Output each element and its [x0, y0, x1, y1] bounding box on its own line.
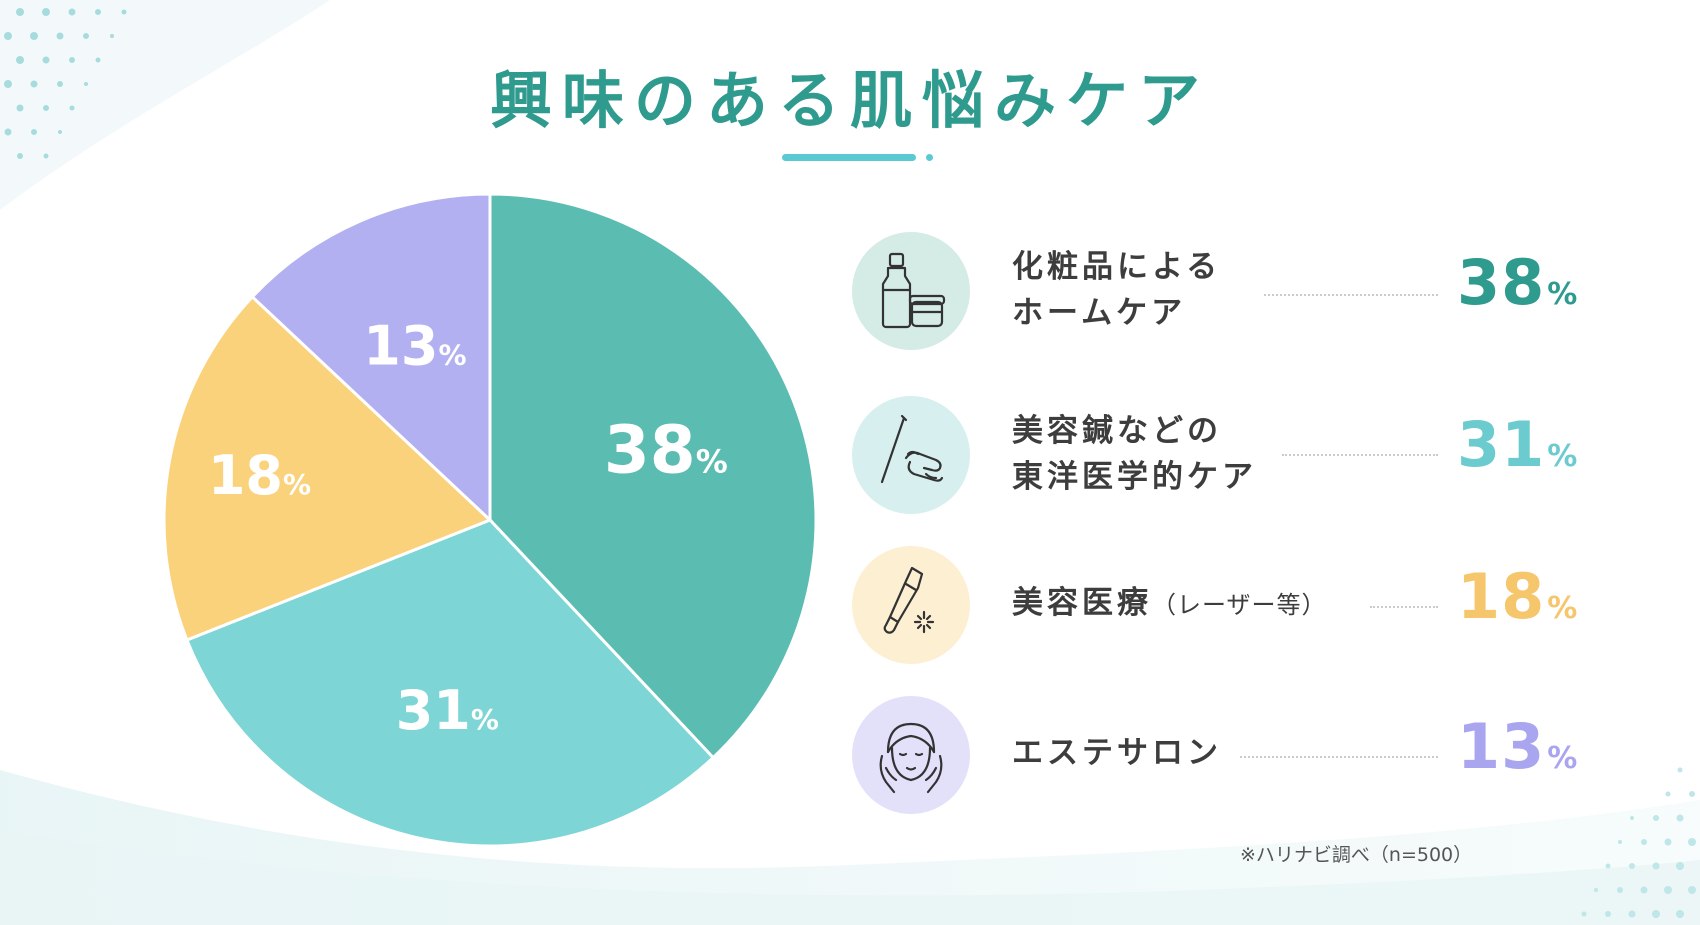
legend-value-cosmetic-medicine: 18%	[1457, 560, 1578, 633]
pie-label-oriental-medicine: 31%	[396, 679, 499, 742]
legend-label-oriental-medicine: 美容鍼などの 東洋医学的ケア	[1012, 413, 1257, 495]
legend-label-cosmetic-medicine: 美容医療（レーザー等）	[1012, 585, 1327, 621]
legend-item-esthetic-salon: エステサロン 13%	[852, 696, 1577, 816]
dot-pattern-top-left	[4, 8, 127, 159]
legend-value-home-care: 38%	[1457, 246, 1578, 319]
dot-pattern-bottom-right	[1581, 767, 1696, 918]
legend-leader-line	[1282, 454, 1438, 456]
legend-item-home-care: 化粧品による ホームケア 38%	[852, 232, 1577, 352]
legend-leader-line	[1370, 606, 1438, 608]
facial-esthetic-icon	[852, 696, 970, 814]
title-underline	[782, 154, 916, 161]
pie-chart: 38% 31% 18% 13%	[162, 192, 818, 848]
legend-leader-line	[1264, 294, 1438, 296]
legend-label-esthetic-salon: エステサロン	[1012, 735, 1222, 771]
pie-label-home-care: 38%	[604, 411, 728, 488]
pie-label-esthetic-salon: 13%	[363, 314, 466, 377]
legend-item-oriental-medicine: 美容鍼などの 東洋医学的ケア 31%	[852, 396, 1577, 516]
legend-leader-line	[1240, 756, 1438, 758]
legend-value-esthetic-salon: 13%	[1457, 710, 1578, 783]
pie-slice-oriental-medicine	[184, 518, 716, 848]
cosmetics-bottle-icon	[852, 232, 970, 350]
acupuncture-needle-icon	[852, 396, 970, 514]
legend-value-oriental-medicine: 31%	[1457, 408, 1578, 481]
pie-slice-home-care	[488, 192, 818, 760]
legend-label-home-care: 化粧品による ホームケア	[1012, 249, 1222, 331]
pie-slice-cosmetic-medicine	[162, 294, 493, 642]
footnote: ※ハリナビ調べ（n=500）	[1240, 844, 1473, 866]
pie-slice-esthetic-salon	[250, 192, 492, 524]
laser-device-icon	[852, 546, 970, 664]
pie-label-cosmetic-medicine: 18%	[208, 444, 311, 507]
chart-title: 興味のある肌悩みケア	[489, 64, 1210, 137]
legend-item-cosmetic-medicine: 美容医療（レーザー等） 18%	[852, 546, 1577, 666]
title-underline-dot	[926, 154, 933, 161]
